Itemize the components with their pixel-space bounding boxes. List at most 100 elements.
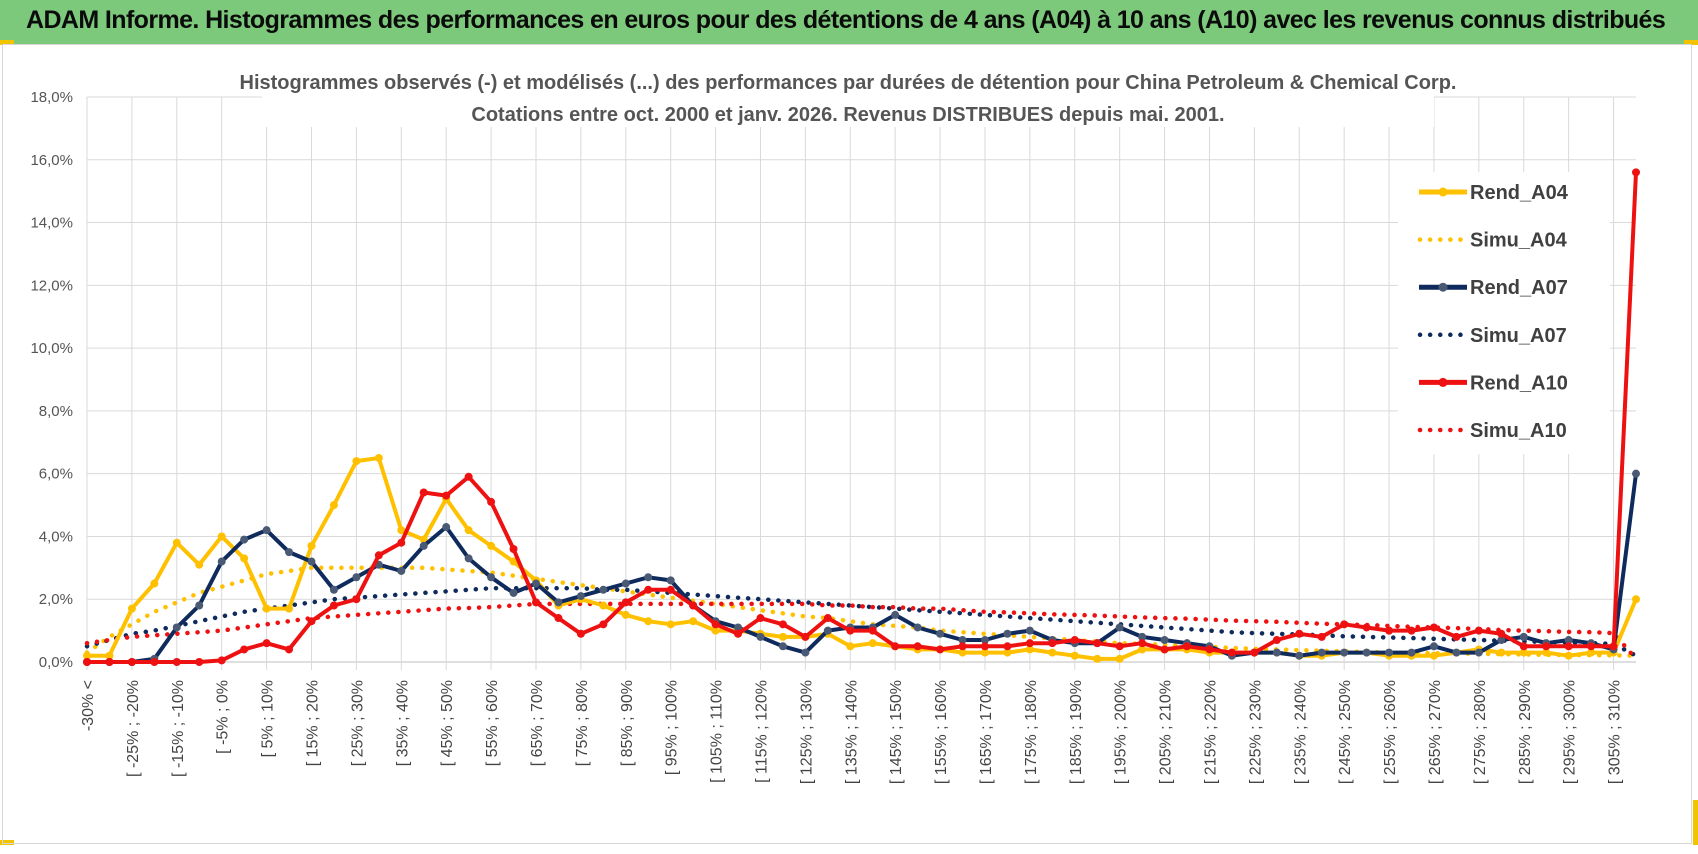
data-point	[1632, 595, 1640, 604]
data-point	[1542, 648, 1551, 657]
data-point	[846, 642, 855, 651]
data-point	[1385, 626, 1394, 635]
data-point	[217, 532, 226, 541]
data-point	[778, 642, 787, 651]
legend-label: Simu_A07	[1470, 325, 1567, 347]
y-tick-label: 6,0%	[39, 466, 73, 483]
data-point	[374, 453, 383, 462]
data-point	[711, 626, 720, 635]
data-point	[262, 604, 271, 613]
data-point	[756, 632, 765, 641]
x-tick-label: -30% <	[80, 680, 97, 731]
data-point	[509, 557, 518, 566]
data-point	[1429, 642, 1438, 651]
data-point	[1564, 636, 1573, 645]
data-point	[419, 488, 428, 497]
data-point	[621, 598, 630, 607]
data-point	[1115, 654, 1124, 663]
chart-frame	[2, 44, 1692, 844]
data-point	[576, 592, 585, 601]
data-point	[1474, 648, 1483, 657]
data-point	[1587, 642, 1596, 651]
data-point	[644, 617, 653, 626]
x-axis-ticks: -30% < [ -25% ; -20% [ -15% ; -10% [ -5% ; …	[80, 680, 1624, 784]
data-point	[352, 457, 361, 466]
data-point	[1497, 648, 1506, 657]
corner-accent-bottom-left	[0, 840, 14, 845]
data-point	[172, 658, 181, 666]
x-tick-label: [ 225% ; 230%	[1247, 680, 1264, 784]
data-point	[195, 601, 204, 610]
data-point	[509, 545, 518, 553]
data-point	[285, 548, 294, 557]
data-point	[1519, 648, 1528, 657]
x-tick-label: [ 25% ; 30%	[349, 680, 366, 766]
data-point	[150, 658, 159, 666]
data-point	[1609, 642, 1618, 651]
data-point	[913, 623, 922, 632]
data-point	[846, 626, 855, 635]
data-point	[127, 604, 136, 613]
data-point	[1497, 636, 1506, 645]
data-point	[329, 601, 338, 610]
data-point	[1317, 648, 1326, 657]
series-line-simu-a07	[84, 585, 1639, 658]
data-point	[1587, 648, 1596, 657]
data-point	[1250, 648, 1259, 657]
data-point	[307, 557, 316, 566]
x-tick-label: [ 185% ; 190%	[1068, 680, 1085, 784]
data-point	[464, 554, 473, 563]
x-tick-label: [ 15% ; 20%	[304, 680, 321, 766]
legend-label: Rend_A04	[1470, 182, 1569, 204]
y-tick-label: 18,0%	[30, 89, 73, 106]
data-point	[1115, 623, 1124, 632]
series-layer	[83, 168, 1640, 666]
data-point	[1340, 648, 1349, 657]
data-point	[1632, 168, 1640, 177]
x-tick-label: [ 255% ; 260%	[1382, 680, 1399, 784]
data-point	[599, 620, 608, 629]
data-point	[1115, 642, 1124, 651]
data-point	[105, 658, 114, 666]
data-point	[1272, 636, 1281, 645]
data-point	[1093, 639, 1102, 648]
x-tick-label: [ 65% ; 70%	[529, 680, 546, 766]
data-point	[172, 538, 181, 547]
x-tick-label: [ 45% ; 50%	[439, 680, 456, 766]
data-point	[599, 601, 608, 610]
data-point	[150, 579, 159, 588]
corner-accent-top-left	[0, 40, 14, 45]
x-tick-label: [ 135% ; 140%	[843, 680, 860, 784]
x-tick-label: [ 55% ; 60%	[484, 680, 501, 766]
x-tick-label: [ 215% ; 220%	[1202, 680, 1219, 784]
data-point	[329, 501, 338, 510]
legend-marker	[1438, 282, 1448, 292]
data-point	[240, 535, 249, 544]
y-tick-label: 4,0%	[39, 528, 73, 545]
x-tick-label: [ 145% ; 150%	[888, 680, 905, 784]
data-point	[1295, 629, 1304, 638]
data-point	[1429, 623, 1438, 632]
x-tick-label: [ -5% ; 0%	[215, 680, 232, 754]
data-point	[464, 526, 473, 535]
data-point	[1497, 629, 1506, 638]
data-point	[958, 648, 967, 657]
y-tick-label: 14,0%	[30, 215, 73, 232]
data-point	[1385, 648, 1394, 657]
data-point	[374, 551, 383, 560]
legend-marker	[1438, 187, 1448, 197]
data-point	[1429, 651, 1438, 660]
y-tick-label: 2,0%	[39, 591, 73, 608]
data-point	[1025, 639, 1034, 648]
data-point	[1003, 648, 1012, 657]
data-point	[823, 614, 832, 623]
data-point	[554, 598, 563, 607]
y-tick-label: 12,0%	[30, 277, 73, 294]
data-point	[1138, 639, 1147, 648]
chart-title: Histogrammes observés (-) et modélisés (…	[240, 72, 1457, 94]
data-point	[666, 620, 675, 629]
data-point	[352, 595, 361, 604]
y-tick-label: 8,0%	[39, 403, 73, 420]
data-point	[801, 648, 810, 657]
data-point	[531, 579, 540, 588]
